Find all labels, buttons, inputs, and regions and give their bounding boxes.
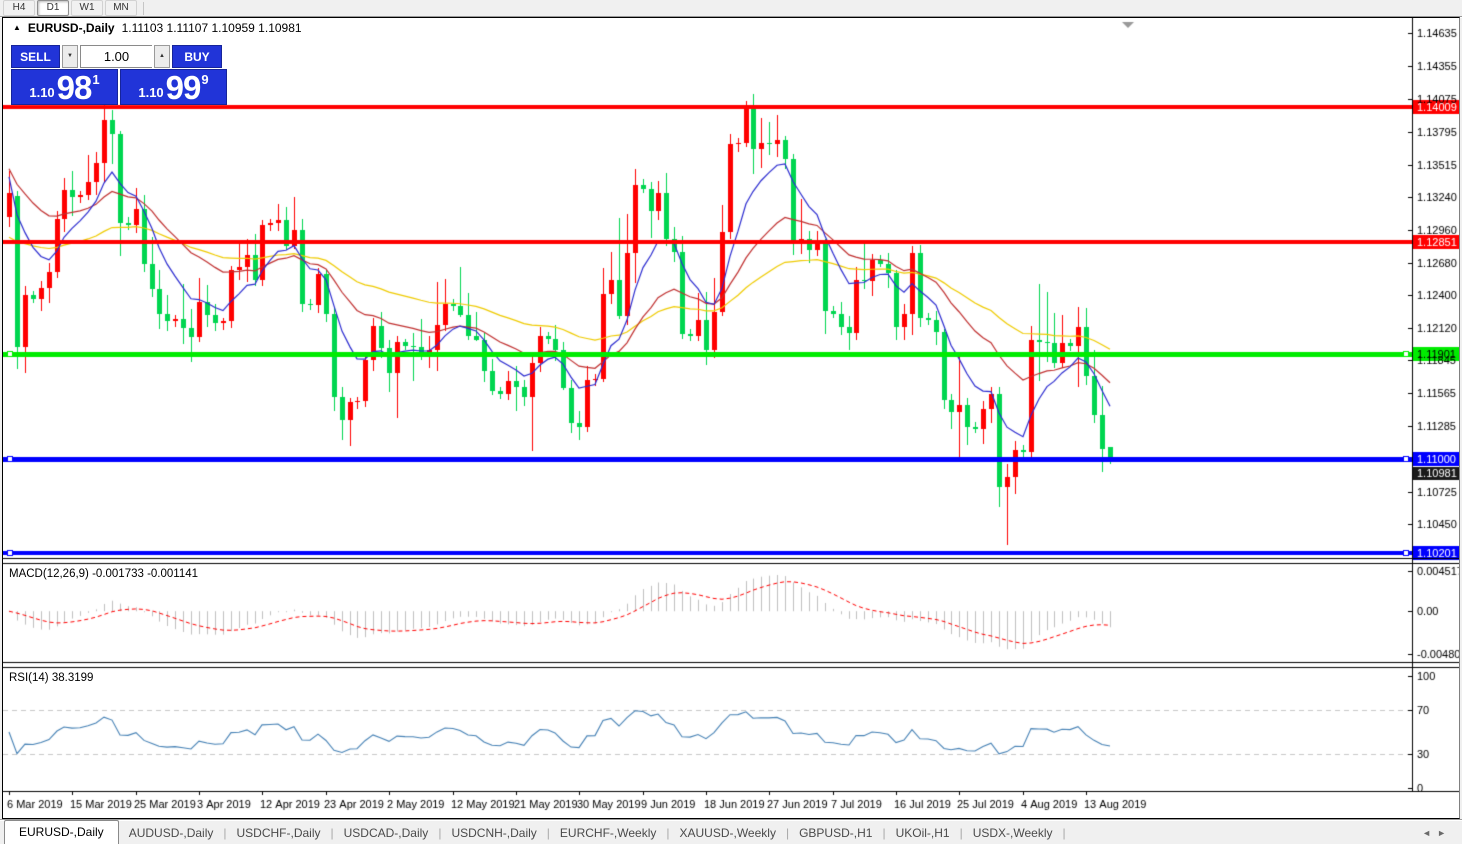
timeframe-button-d1[interactable]: D1 — [37, 0, 69, 16]
chart-title: ▲ EURUSD-,Daily 1.11103 1.11107 1.10959 … — [13, 21, 302, 35]
chart-ohlc-label: 1.11103 1.11107 1.10959 1.10981 — [121, 21, 302, 35]
one-click-trade-panel: SELL ▼ ▲ BUY 1.10 98 1 1.10 99 9 — [11, 45, 229, 105]
tab-separator: | — [666, 826, 670, 840]
timeframe-toolbar: H4 D1 W1 MN — [0, 0, 1462, 17]
buy-price-box[interactable]: 1.10 99 9 — [120, 69, 227, 105]
buy-price-prefix: 1.10 — [138, 85, 164, 100]
sell-button[interactable]: SELL — [11, 45, 60, 68]
volume-decrease-button[interactable]: ▼ — [62, 45, 78, 68]
tab-usdcnh-daily[interactable]: USDCNH-,Daily — [451, 826, 537, 840]
chart-tabbar: EURUSD-,Daily AUDUSD-,Daily | USDCHF-,Daily… — [0, 819, 1462, 844]
tab-usdcad-daily[interactable]: USDCAD-,Daily — [343, 826, 429, 840]
macd-name: MACD(12,26,9) — [9, 568, 89, 580]
tab-separator: | — [785, 826, 790, 840]
volume-increase-button[interactable]: ▲ — [154, 45, 170, 68]
tab-separator: | — [330, 826, 334, 840]
one-click-collapse-icon[interactable]: ▲ — [13, 23, 21, 32]
tab-eurchf-weekly[interactable]: EURCHF-,Weekly — [559, 826, 657, 840]
tab-audusd-daily[interactable]: AUDUSD-,Daily — [128, 826, 214, 840]
tab-gbpusd-h1[interactable]: GBPUSD-,H1 — [799, 826, 873, 840]
tab-eurusd-daily[interactable]: EURUSD-,Daily — [4, 820, 119, 844]
timeframe-button-mn[interactable]: MN — [105, 0, 137, 16]
tab-separator: | — [546, 826, 550, 840]
tab-separator: | — [438, 826, 442, 840]
sell-price-big: 98 — [56, 69, 93, 106]
timeframe-button-h4[interactable]: H4 — [3, 0, 35, 16]
toolbar-separator — [143, 1, 144, 15]
chart-canvas[interactable] — [3, 18, 1459, 818]
tab-separator: | — [882, 826, 886, 840]
buy-button[interactable]: BUY — [172, 45, 222, 68]
triangle-down-icon: ▼ — [67, 53, 73, 59]
sell-price-prefix: 1.10 — [29, 85, 55, 100]
rsi-indicator-label: RSI(14) 38.3199 — [9, 672, 93, 684]
tab-separator: | — [1062, 826, 1066, 840]
macd-indicator-label: MACD(12,26,9) -0.001733 -0.001141 — [9, 568, 198, 580]
tab-separator: | — [223, 826, 227, 840]
chart-window: ▲ EURUSD-,Daily 1.11103 1.11107 1.10959 … — [2, 17, 1460, 819]
buy-price-big: 99 — [165, 69, 202, 106]
tab-usdx-weekly[interactable]: USDX-,Weekly — [972, 826, 1053, 840]
tab-xauusd-weekly[interactable]: XAUUSD-,Weekly — [679, 826, 776, 840]
tabbar-scroll-arrows[interactable]: ◄► — [1422, 828, 1452, 838]
sell-price-box[interactable]: 1.10 98 1 — [11, 69, 118, 105]
volume-input[interactable] — [80, 45, 152, 68]
buy-price-pip: 9 — [201, 72, 209, 87]
sell-price-pip: 1 — [92, 72, 100, 87]
triangle-up-icon: ▲ — [159, 53, 165, 59]
rsi-value: 38.3199 — [51, 672, 94, 684]
tab-usdchf-daily[interactable]: USDCHF-,Daily — [236, 826, 321, 840]
timeframe-button-w1[interactable]: W1 — [71, 0, 103, 16]
tab-separator: | — [959, 826, 963, 840]
macd-values: -0.001733 -0.001141 — [92, 568, 199, 580]
tab-ukoil-h1[interactable]: UKOil-,H1 — [895, 826, 950, 840]
chart-symbol-label: EURUSD-,Daily — [27, 21, 115, 35]
rsi-name: RSI(14) — [9, 672, 49, 684]
